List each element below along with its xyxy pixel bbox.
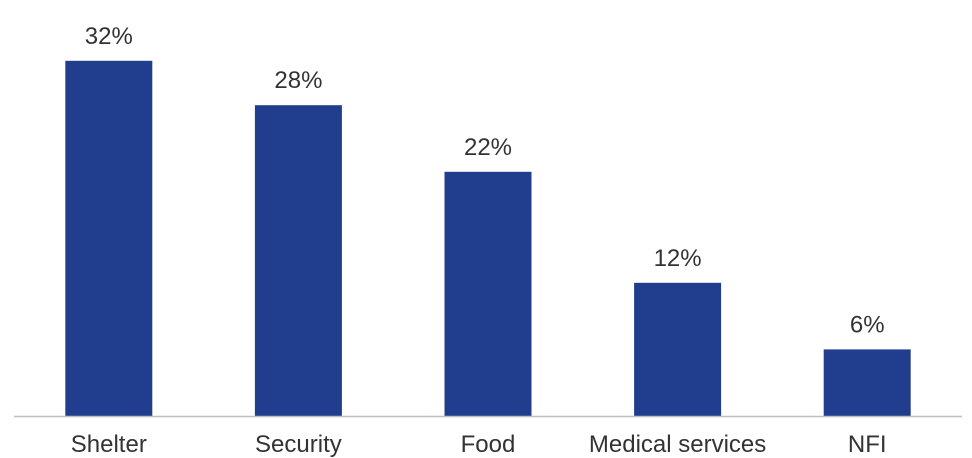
category-label: Shelter: [71, 431, 147, 458]
value-label: 22%: [464, 134, 512, 161]
value-label: 12%: [654, 245, 702, 272]
category-label: Security: [255, 431, 342, 458]
bar-nfi: [823, 349, 911, 416]
category-label: Food: [461, 431, 516, 458]
value-labels-group: 32% 28% 22% 12% 6%: [85, 23, 885, 339]
bar-shelter: [65, 60, 153, 417]
category-label: NFI: [848, 431, 887, 458]
bar-medical-services: [634, 282, 722, 416]
value-label: 6%: [850, 311, 885, 338]
value-label: 28%: [274, 67, 322, 94]
bars-group: [65, 60, 911, 417]
bar-security: [254, 105, 342, 416]
category-label: Medical services: [589, 431, 766, 458]
value-label: 32%: [85, 23, 133, 50]
bar-food: [444, 171, 532, 416]
category-labels-group: Shelter Security Food Medical services NFI: [71, 431, 887, 458]
